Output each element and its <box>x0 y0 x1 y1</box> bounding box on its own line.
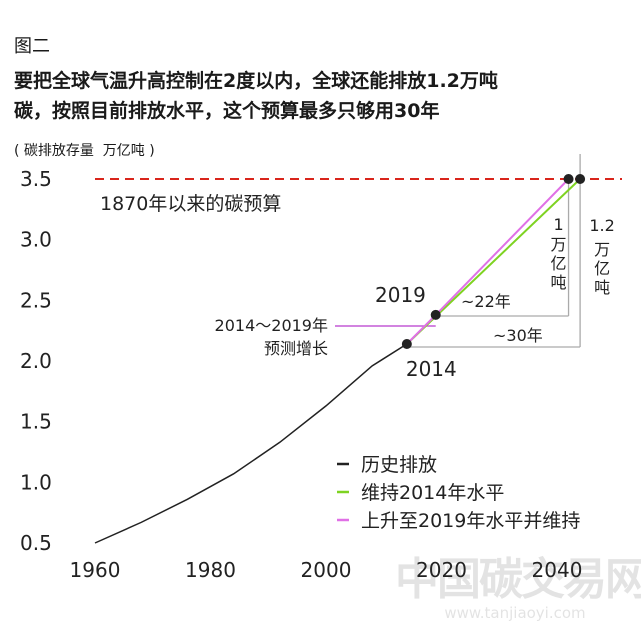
span-label-22: ~22年 <box>461 292 511 311</box>
chart-title-line-1: 要把全球气温升高控制在2度以内，全球还能排放1.2万吨 <box>14 70 498 92</box>
data-point <box>401 339 412 350</box>
x-tick-label: 2040 <box>532 558 583 582</box>
budget-label: 1870年以来的碳预算 <box>100 193 281 215</box>
y-tick-label: 2.5 <box>20 288 52 312</box>
data-point <box>430 309 441 320</box>
figure-label: 图二 <box>14 36 50 57</box>
y-tick-label: 2.0 <box>20 349 52 373</box>
series-history-line <box>94 343 408 544</box>
data-point <box>575 174 586 185</box>
span-label-30: ~30年 <box>493 326 543 345</box>
rise-label-1-unit-char: 吨 <box>551 273 567 292</box>
y-tick-label: 1.5 <box>20 410 52 434</box>
x-tick-label: 1960 <box>70 558 121 582</box>
legend-label: 历史排放 <box>361 454 437 476</box>
x-tick-label: 2020 <box>416 558 467 582</box>
y-tick-label: 0.5 <box>20 531 52 555</box>
growth-label-line-1: 2014～2019年 <box>215 316 328 335</box>
data-point <box>563 174 574 185</box>
y-tick-label: 3.5 <box>20 167 52 191</box>
growth-label-line-2: 预测增长 <box>264 339 328 358</box>
legend-label: 维持2014年水平 <box>361 482 504 504</box>
rise-label-1-2-unit-char: 万 <box>594 240 610 259</box>
series-2019-rise-line <box>406 178 570 345</box>
x-tick-label: 2000 <box>301 558 352 582</box>
rise-label-1-2-unit-char: 吨 <box>594 278 610 297</box>
y-tick-label: 3.0 <box>20 228 52 252</box>
x-tick-label: 1980 <box>185 558 236 582</box>
point-label-2019: 2019 <box>375 283 426 307</box>
legend-label: 上升至2019年水平并维持 <box>361 510 580 532</box>
point-label-2014: 2014 <box>406 357 457 381</box>
rise-label-1-unit-char: 亿 <box>551 254 567 273</box>
rise-label-1-2-unit-char: 亿 <box>594 259 610 278</box>
chart-title-line-2: 碳，按照目前排放水平，这个预算最多只够用30年 <box>14 100 440 122</box>
rise-label-1-unit-char: 万 <box>551 235 567 254</box>
rise-label-1-number: 1 <box>553 215 563 234</box>
chart-title: 要把全球气温升高控制在2度以内，全球还能排放1.2万吨 碳，按照目前排放水平，这… <box>14 66 634 126</box>
y-tick-label: 1.0 <box>20 470 52 494</box>
rise-label-1-2-number: 1.2 <box>589 216 614 235</box>
y-axis-unit-label: ( 碳排放存量 万亿吨 ) <box>14 143 155 159</box>
